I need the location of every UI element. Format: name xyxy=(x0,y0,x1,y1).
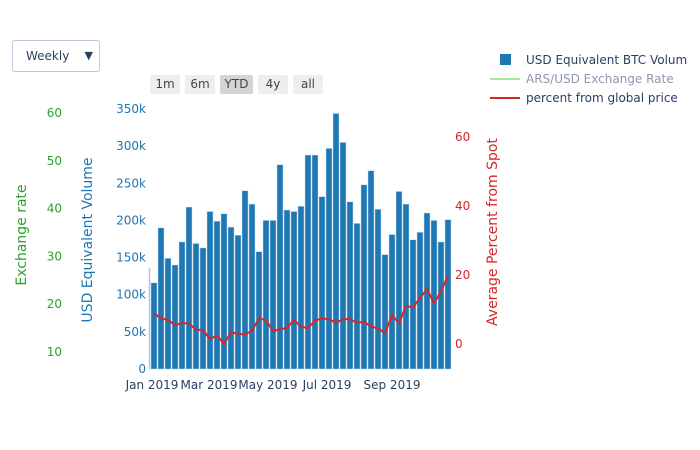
volume-tick-label: 250k xyxy=(116,176,146,190)
exchange-tick-label: 40 xyxy=(47,202,62,216)
volume-bar[interactable] xyxy=(360,184,368,370)
legend-label: ARS/USD Exchange Rate xyxy=(526,72,674,86)
volume-bar[interactable] xyxy=(381,254,389,370)
volume-bar[interactable] xyxy=(171,264,179,370)
volume-tick-label: 150k xyxy=(116,251,146,265)
exchange-axis-title: Exchange rate xyxy=(14,184,30,285)
exchange-tick-label: 20 xyxy=(47,297,62,311)
range-button-6m[interactable]: 6m xyxy=(185,75,215,94)
volume-tick-label: 100k xyxy=(116,288,146,302)
legend-label: percent from global price xyxy=(526,91,678,105)
volume-bar[interactable] xyxy=(283,209,291,370)
volume-tick-label: 50k xyxy=(124,325,146,339)
volume-tick-label: 350k xyxy=(116,102,146,116)
legend-item-volume[interactable]: USD Equivalent BTC Volum xyxy=(500,53,687,67)
percent-tick-label: 40 xyxy=(455,199,470,213)
range-button-all[interactable]: all xyxy=(293,75,323,94)
volume-bar[interactable] xyxy=(367,170,375,370)
range-button-1m[interactable]: 1m xyxy=(150,75,180,94)
exchange-tick-label: 30 xyxy=(47,249,62,263)
volume-bar[interactable] xyxy=(388,234,396,370)
legend: USD Equivalent BTC Volum ARS/USD Exchang… xyxy=(490,53,687,105)
exchange-tick-label: 10 xyxy=(47,345,62,359)
volume-tick-label: 0 xyxy=(138,362,146,376)
percent-tick-label: 60 xyxy=(455,130,470,144)
volume-bar[interactable] xyxy=(353,223,361,370)
x-tick-label: Sep 2019 xyxy=(364,378,421,392)
percent-axis-title: Average Percent from Spot xyxy=(485,138,501,326)
legend-label: USD Equivalent BTC Volum xyxy=(526,53,687,67)
volume-bar[interactable] xyxy=(325,148,333,370)
legend-bar-swatch xyxy=(500,54,511,65)
volume-bar[interactable] xyxy=(332,113,340,370)
volume-bar[interactable] xyxy=(374,209,382,370)
legend-item-exchange[interactable]: ARS/USD Exchange Rate xyxy=(490,72,674,86)
volume-bar[interactable] xyxy=(262,220,270,370)
volume-bar[interactable] xyxy=(311,154,319,370)
volume-tick-label: 300k xyxy=(116,139,146,153)
volume-bar[interactable] xyxy=(178,241,186,370)
volume-bar[interactable] xyxy=(318,196,326,370)
x-tick-label: Mar 2019 xyxy=(181,378,238,392)
volume-bar[interactable] xyxy=(248,203,256,370)
percent-line xyxy=(153,275,449,346)
volume-bar[interactable] xyxy=(157,227,165,370)
volume-bar[interactable] xyxy=(437,241,445,370)
volume-bar[interactable] xyxy=(192,243,200,370)
percent-tick-label: 0 xyxy=(455,337,463,351)
range-button-4y[interactable]: 4y xyxy=(258,75,288,94)
volume-bar[interactable] xyxy=(255,251,263,370)
volume-bar[interactable] xyxy=(241,190,249,370)
volume-bar[interactable] xyxy=(395,191,403,370)
volume-bar[interactable] xyxy=(150,282,158,370)
volume-bar[interactable] xyxy=(164,258,172,370)
volume-bar[interactable] xyxy=(269,220,277,370)
volume-bar[interactable] xyxy=(213,220,221,370)
x-tick-label: Jan 2019 xyxy=(125,378,179,392)
volume-bar[interactable] xyxy=(220,213,228,370)
volume-bar[interactable] xyxy=(227,226,235,370)
volume-bar[interactable] xyxy=(234,235,242,370)
range-button-ytd[interactable]: YTD xyxy=(220,75,253,94)
volume-axis-title: USD Equivalent Volume xyxy=(80,157,96,322)
frequency-dropdown[interactable]: Weekly ▼ xyxy=(12,40,100,72)
volume-bar[interactable] xyxy=(297,206,305,370)
legend-item-percent[interactable]: percent from global price xyxy=(490,91,678,105)
volume-bar[interactable] xyxy=(199,247,207,370)
volume-bar[interactable] xyxy=(185,206,193,370)
chevron-down-icon: ▼ xyxy=(84,49,93,62)
exchange-tick-label: 50 xyxy=(47,154,62,168)
volume-bar[interactable] xyxy=(444,219,452,370)
volume-bar[interactable] xyxy=(290,211,298,370)
volume-bar[interactable] xyxy=(430,220,438,370)
volume-bar[interactable] xyxy=(276,164,284,370)
volume-bar[interactable] xyxy=(346,201,354,370)
volume-bar[interactable] xyxy=(206,211,214,370)
exchange-tick-label: 60 xyxy=(47,106,62,120)
x-tick-label: May 2019 xyxy=(238,378,297,392)
dropdown-selected: Weekly xyxy=(26,49,70,63)
volume-tick-label: 200k xyxy=(116,213,146,227)
x-tick-label: Jul 2019 xyxy=(302,378,352,392)
volume-bar[interactable] xyxy=(304,154,312,370)
percent-tick-label: 20 xyxy=(455,268,470,282)
volume-bar[interactable] xyxy=(339,142,347,370)
volume-bar[interactable] xyxy=(402,203,410,370)
